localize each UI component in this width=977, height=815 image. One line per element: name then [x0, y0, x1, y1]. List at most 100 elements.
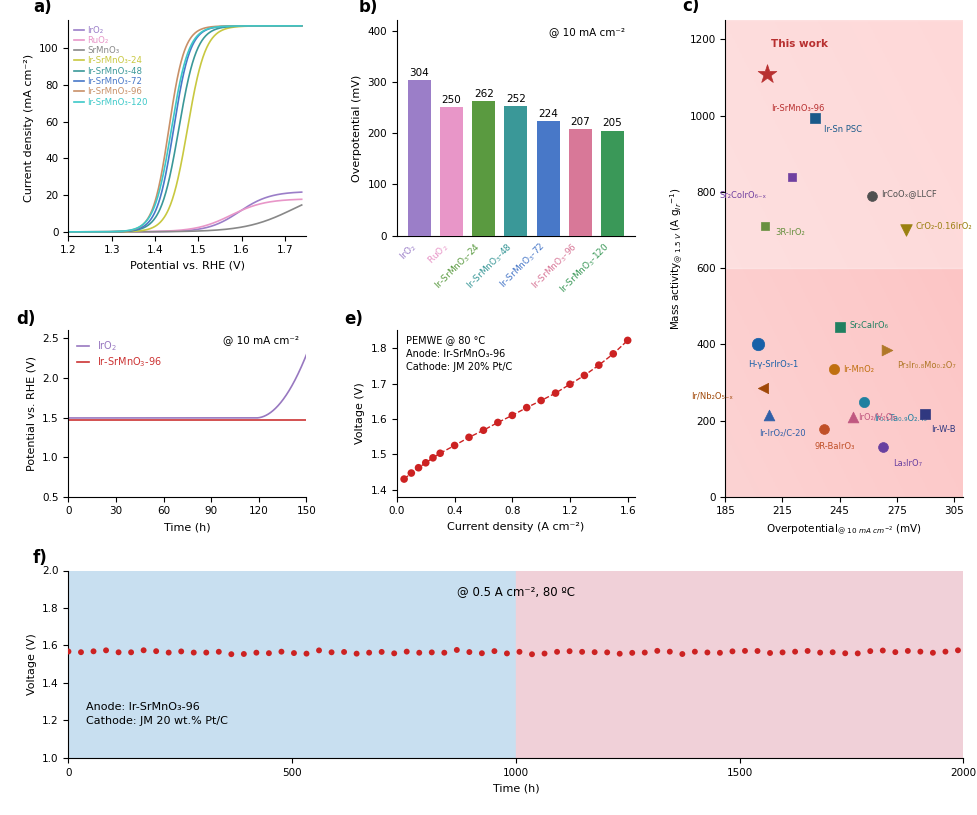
Text: Ir-IrO₂/C-20: Ir-IrO₂/C-20	[759, 428, 805, 437]
Bar	[407, 80, 431, 236]
Text: Ir-SrMnO₃-96: Ir-SrMnO₃-96	[770, 104, 824, 113]
Ir-SrMnO₃-48	[242, 21, 254, 31]
SrMnO₃	[179, 227, 191, 236]
IrO₂	[195, 224, 207, 234]
Point	[461, 431, 477, 444]
Point	[878, 343, 894, 356]
Text: IrO₂/V₂O₅: IrO₂/V₂O₅	[858, 413, 896, 422]
Point	[349, 647, 364, 660]
Point	[749, 645, 765, 658]
Text: e): e)	[344, 310, 363, 328]
Point	[475, 424, 490, 437]
Ir-SrMnO₃-24	[295, 21, 307, 31]
Bar	[516, 570, 962, 758]
Point	[786, 645, 802, 659]
Bar	[472, 101, 494, 236]
Point	[425, 452, 441, 465]
Point	[799, 645, 815, 658]
Point	[862, 645, 877, 658]
Point	[937, 645, 953, 659]
Point	[886, 645, 902, 659]
Text: Ir-W-B: Ir-W-B	[930, 425, 955, 434]
Y-axis label: Overpotential (mV): Overpotential (mV)	[352, 74, 361, 182]
Ir-SrMnO₃-120	[195, 27, 207, 37]
Bar	[536, 121, 559, 236]
Point	[912, 645, 927, 659]
Legend: IrO$_2$, Ir-SrMnO$_3$-96: IrO$_2$, Ir-SrMnO$_3$-96	[73, 335, 165, 372]
Text: Pr₃Ir₀.₈Mo₀.₂O₇: Pr₃Ir₀.₈Mo₀.₂O₇	[896, 362, 955, 371]
Ir-SrMnO₃-96	[179, 46, 191, 56]
Ir-SrMnO₃-72	[63, 227, 74, 236]
Line: RuO₂: RuO₂	[68, 200, 301, 231]
Text: @ 10 mA cm⁻²: @ 10 mA cm⁻²	[549, 27, 624, 37]
SrMnO₃	[295, 200, 307, 210]
Ir-SrMnO₃-120	[282, 21, 294, 31]
SrMnO₃	[295, 200, 307, 210]
Point	[446, 439, 462, 452]
Point	[774, 645, 789, 659]
Text: @ 10 mA cm⁻²: @ 10 mA cm⁻²	[223, 336, 299, 346]
Point	[899, 645, 914, 658]
Point	[323, 645, 339, 659]
Ir-SrMnO₃-120	[295, 21, 307, 31]
Point	[599, 645, 615, 659]
Point	[417, 456, 433, 469]
Point	[186, 646, 201, 659]
Ir-SrMnO₃-120	[179, 59, 191, 68]
Point	[874, 644, 890, 657]
Point	[737, 645, 752, 658]
Point	[649, 645, 664, 658]
Ir-SrMnO₃-24	[282, 21, 294, 31]
X-axis label: Time (h): Time (h)	[164, 522, 211, 532]
RuO₂	[295, 195, 307, 205]
Point	[605, 347, 620, 360]
Point	[874, 441, 890, 454]
Point	[396, 473, 411, 486]
Point	[311, 644, 326, 657]
Text: 205: 205	[602, 118, 621, 129]
Text: 207: 207	[570, 117, 589, 127]
Point	[661, 645, 677, 659]
X-axis label: Potential vs. RHE (V): Potential vs. RHE (V)	[130, 261, 244, 271]
Text: 3R-IrO₂: 3R-IrO₂	[774, 228, 804, 237]
Point	[404, 466, 419, 479]
SrMnO₃	[242, 221, 254, 231]
Point	[173, 645, 189, 658]
Point	[136, 644, 151, 657]
Point	[436, 646, 451, 659]
SrMnO₃	[63, 227, 74, 236]
Point	[235, 647, 251, 660]
Ir-SrMnO₃-120	[198, 25, 210, 35]
Point	[86, 645, 102, 658]
Point	[361, 646, 376, 659]
Point	[586, 645, 602, 659]
IrO₂	[295, 187, 307, 197]
Point	[248, 646, 264, 659]
Ir-SrMnO₃-96	[198, 23, 210, 33]
Point	[636, 646, 652, 659]
Point	[110, 645, 126, 659]
Point	[864, 190, 879, 203]
Ir-SrMnO₃-120	[63, 227, 74, 236]
Point	[844, 410, 860, 423]
Point	[123, 645, 139, 659]
IrO₂	[63, 227, 74, 236]
Ir-SrMnO₃-24	[295, 21, 307, 31]
Line: Ir-SrMnO₃-24: Ir-SrMnO₃-24	[68, 26, 301, 231]
Ir-SrMnO₃-24	[179, 142, 191, 152]
Point	[806, 112, 822, 125]
Point	[849, 647, 865, 660]
Ir-SrMnO₃-48	[63, 227, 74, 236]
Point	[623, 646, 639, 659]
Point	[73, 645, 89, 659]
Text: 224: 224	[537, 108, 558, 119]
Ir-SrMnO₃-72	[198, 26, 210, 36]
Text: Ir₀.₁Ta₀.₉O₂.₄₅: Ir₀.₁Ta₀.₉O₂.₄₅	[873, 414, 926, 423]
Point	[699, 646, 714, 659]
Text: This work: This work	[770, 39, 828, 49]
Bar	[600, 130, 623, 236]
Ir-SrMnO₃-96	[242, 21, 254, 31]
Text: CrO₂-0.16IrO₂: CrO₂-0.16IrO₂	[914, 222, 971, 231]
Point	[898, 223, 913, 236]
Point	[410, 461, 426, 474]
